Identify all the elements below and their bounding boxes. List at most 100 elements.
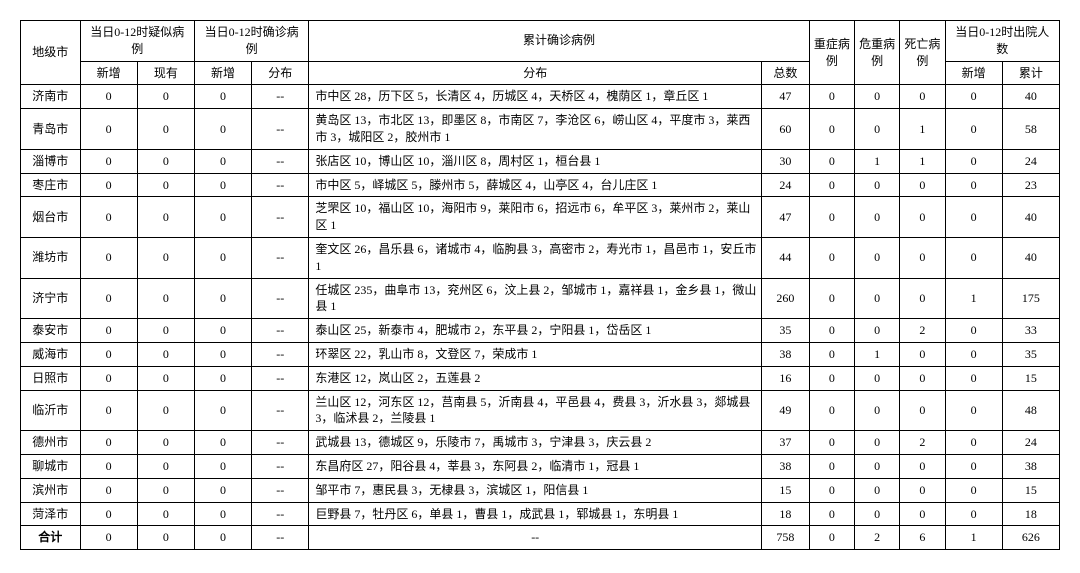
cell-c_dist: -- (252, 431, 309, 455)
cell-severe: 0 (809, 478, 854, 502)
cell-city: 青岛市 (21, 109, 81, 150)
cell-s_new: 0 (80, 149, 137, 173)
cell-severe: 0 (809, 109, 854, 150)
cell-cum_dist: 黄岛区 13，市北区 13，即墨区 8，市南区 7，李沧区 6，崂山区 4，平度… (309, 109, 762, 150)
cell-s_new: 0 (80, 502, 137, 526)
cell-c_new: 0 (194, 478, 251, 502)
hdr-s-exist: 现有 (137, 61, 194, 85)
cell-death: 0 (900, 278, 945, 319)
cell-c_new: 0 (194, 109, 251, 150)
cell-city: 德州市 (21, 431, 81, 455)
cell-d_cum: 35 (1002, 342, 1059, 366)
cell-cum_total: 18 (762, 502, 810, 526)
cell-d_cum: 18 (1002, 502, 1059, 526)
cell-s_exist: 0 (137, 478, 194, 502)
table-row: 青岛市000--黄岛区 13，市北区 13，即墨区 8，市南区 7，李沧区 6，… (21, 109, 1060, 150)
cell-s_exist: 0 (137, 390, 194, 431)
cell-d_cum: 24 (1002, 149, 1059, 173)
cell-death: 2 (900, 431, 945, 455)
cell-s_new: 0 (80, 319, 137, 343)
cell-s_exist: 0 (137, 173, 194, 197)
total-cell-d_new: 1 (945, 526, 1002, 550)
cell-c_new: 0 (194, 431, 251, 455)
cell-c_dist: -- (252, 173, 309, 197)
cell-cum_dist: 市中区 5，峄城区 5，滕州市 5，薛城区 4，山亭区 4，台儿庄区 1 (309, 173, 762, 197)
cell-d_new: 0 (945, 478, 1002, 502)
cell-cum_total: 30 (762, 149, 810, 173)
total-cell-s_exist: 0 (137, 526, 194, 550)
cell-c_new: 0 (194, 197, 251, 238)
hdr-cum-total: 总数 (762, 61, 810, 85)
cell-s_exist: 0 (137, 319, 194, 343)
cell-severe: 0 (809, 454, 854, 478)
cell-s_new: 0 (80, 431, 137, 455)
hdr-s-new: 新增 (80, 61, 137, 85)
cell-critical: 0 (855, 478, 900, 502)
cell-d_cum: 23 (1002, 173, 1059, 197)
cell-cum_dist: 巨野县 7，牡丹区 6，单县 1，曹县 1，成武县 1，郓城县 1，东明县 1 (309, 502, 762, 526)
cell-d_cum: 33 (1002, 319, 1059, 343)
cell-c_new: 0 (194, 366, 251, 390)
hdr-discharge: 当日0-12时出院人数 (945, 21, 1059, 62)
cell-d_cum: 175 (1002, 278, 1059, 319)
cell-d_new: 0 (945, 366, 1002, 390)
cell-d_new: 0 (945, 319, 1002, 343)
cell-critical: 0 (855, 237, 900, 278)
total-cell-cum_total: 758 (762, 526, 810, 550)
total-cell-critical: 2 (855, 526, 900, 550)
hdr-death: 死亡病例 (900, 21, 945, 85)
cell-c_dist: -- (252, 478, 309, 502)
cell-severe: 0 (809, 319, 854, 343)
cell-critical: 1 (855, 342, 900, 366)
cell-city: 聊城市 (21, 454, 81, 478)
cell-death: 0 (900, 342, 945, 366)
cell-s_new: 0 (80, 478, 137, 502)
cell-cum_dist: 任城区 235，曲阜市 13，兖州区 6，汶上县 2，邹城市 1，嘉祥县 1，金… (309, 278, 762, 319)
hdr-city: 地级市 (21, 21, 81, 85)
hdr-suspected: 当日0-12时疑似病例 (80, 21, 194, 62)
cell-city: 潍坊市 (21, 237, 81, 278)
cell-d_new: 0 (945, 502, 1002, 526)
cell-cum_total: 15 (762, 478, 810, 502)
total-cell-cum_dist: -- (309, 526, 762, 550)
cell-cum_dist: 东港区 12，岚山区 2，五莲县 2 (309, 366, 762, 390)
table-row: 临沂市000--兰山区 12，河东区 12，莒南县 5，沂南县 4，平邑县 4，… (21, 390, 1060, 431)
cell-s_exist: 0 (137, 237, 194, 278)
cell-s_new: 0 (80, 390, 137, 431)
cell-critical: 1 (855, 149, 900, 173)
cell-death: 0 (900, 197, 945, 238)
cell-d_new: 0 (945, 431, 1002, 455)
cell-c_dist: -- (252, 342, 309, 366)
cell-cum_total: 38 (762, 342, 810, 366)
cell-c_new: 0 (194, 454, 251, 478)
cell-cum_total: 35 (762, 319, 810, 343)
cell-cum_total: 24 (762, 173, 810, 197)
cell-s_new: 0 (80, 109, 137, 150)
cell-s_exist: 0 (137, 85, 194, 109)
cell-s_new: 0 (80, 454, 137, 478)
cell-s_exist: 0 (137, 342, 194, 366)
cell-cum_total: 47 (762, 197, 810, 238)
cell-c_dist: -- (252, 390, 309, 431)
cell-death: 0 (900, 502, 945, 526)
table-row: 济宁市000--任城区 235，曲阜市 13，兖州区 6，汶上县 2，邹城市 1… (21, 278, 1060, 319)
cell-s_new: 0 (80, 197, 137, 238)
cell-c_new: 0 (194, 319, 251, 343)
cell-severe: 0 (809, 237, 854, 278)
cell-city: 临沂市 (21, 390, 81, 431)
cell-s_exist: 0 (137, 149, 194, 173)
cell-severe: 0 (809, 390, 854, 431)
cell-cum_dist: 邹平市 7，惠民县 3，无棣县 3，滨城区 1，阳信县 1 (309, 478, 762, 502)
cell-s_exist: 0 (137, 278, 194, 319)
cell-d_cum: 48 (1002, 390, 1059, 431)
total-cell-d_cum: 626 (1002, 526, 1059, 550)
cell-severe: 0 (809, 197, 854, 238)
table-row: 济南市000--市中区 28，历下区 5，长清区 4，历城区 4，天桥区 4，槐… (21, 85, 1060, 109)
cell-d_new: 0 (945, 454, 1002, 478)
cell-d_cum: 40 (1002, 237, 1059, 278)
cell-c_dist: -- (252, 149, 309, 173)
cell-c_dist: -- (252, 454, 309, 478)
cell-d_cum: 40 (1002, 85, 1059, 109)
cell-death: 0 (900, 85, 945, 109)
cell-s_new: 0 (80, 85, 137, 109)
